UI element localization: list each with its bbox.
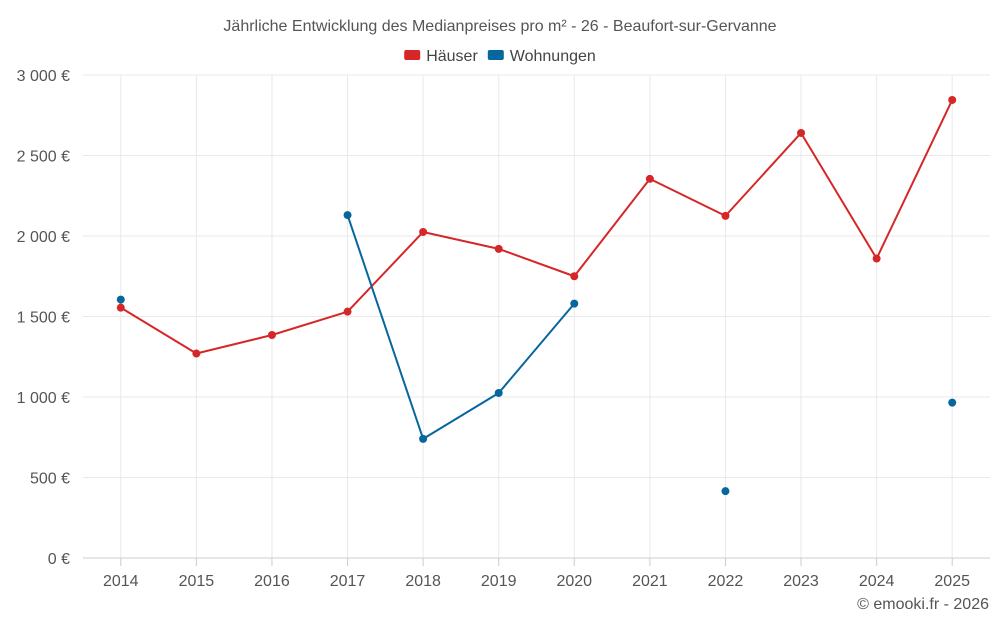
x-tick-label: 2024: [859, 573, 895, 590]
data-point-h-user: [797, 128, 806, 137]
data-point-wohnungen: [343, 211, 352, 220]
data-point-h-user: [570, 272, 579, 281]
data-point-wohnungen: [721, 487, 730, 496]
legend-label-h-user: Häuser: [426, 48, 478, 65]
series-wohnungen: [116, 211, 957, 496]
y-tick-label: 2 500 €: [17, 149, 70, 166]
x-tick-label: 2022: [708, 573, 744, 590]
x-tick-label: 2014: [103, 573, 139, 590]
x-tick-label: 2015: [179, 573, 215, 590]
legend-item-wohnungen: Wohnungen: [487, 48, 596, 65]
y-tick-label: 500 €: [30, 471, 70, 488]
axes: 0 € 500 € 1 000 € 1 500 € 2 000 € 2 500 € 3 00…: [17, 68, 990, 590]
data-point-wohnungen: [116, 295, 125, 304]
x-tick-label: 2023: [783, 573, 819, 590]
data-point-h-user: [343, 307, 352, 316]
y-tick-label: 1 500 €: [17, 310, 70, 327]
data-point-h-user: [192, 349, 201, 358]
data-point-h-user: [419, 227, 428, 236]
series-layer: [116, 95, 957, 496]
credit-text: © emooki.fr - 2026: [857, 596, 989, 613]
data-point-h-user: [948, 95, 957, 104]
data-point-h-user: [267, 331, 276, 340]
x-tick-label: 2025: [934, 573, 970, 590]
data-point-h-user: [721, 211, 730, 220]
data-point-wohnungen: [419, 434, 428, 443]
x-tick-label: 2016: [254, 573, 290, 590]
y-tick-label: 0 €: [48, 551, 70, 568]
data-point-h-user: [872, 254, 881, 263]
x-tick-label: 2019: [481, 573, 517, 590]
grid: [83, 74, 990, 558]
series-line-h-user: [120, 99, 954, 355]
data-point-wohnungen: [494, 388, 503, 397]
data-point-h-user: [645, 174, 654, 183]
x-tick-label: 2020: [556, 573, 592, 590]
x-tick-label: 2017: [330, 573, 366, 590]
y-tick-label: 1 000 €: [17, 390, 70, 407]
series-line-wohnungen: [346, 214, 576, 440]
chart-title: Jährliche Entwicklung des Medianpreises …: [223, 18, 776, 35]
x-tick-label: 2018: [405, 573, 441, 590]
y-tick-label: 3 000 €: [17, 68, 70, 85]
legend-swatch-h-user: [404, 50, 421, 60]
data-point-h-user: [116, 303, 125, 312]
legend-swatch-wohnungen: [487, 50, 504, 60]
data-point-wohnungen: [570, 299, 579, 308]
legend: Häuser Wohnungen: [404, 48, 596, 65]
y-tick-label: 2 000 €: [17, 229, 70, 246]
legend-label-wohnungen: Wohnungen: [510, 48, 596, 65]
data-point-h-user: [494, 244, 503, 253]
x-tick-label: 2021: [632, 573, 668, 590]
data-point-wohnungen: [948, 398, 957, 407]
legend-item-h-user: Häuser: [404, 48, 478, 65]
series-h-user: [116, 95, 957, 358]
